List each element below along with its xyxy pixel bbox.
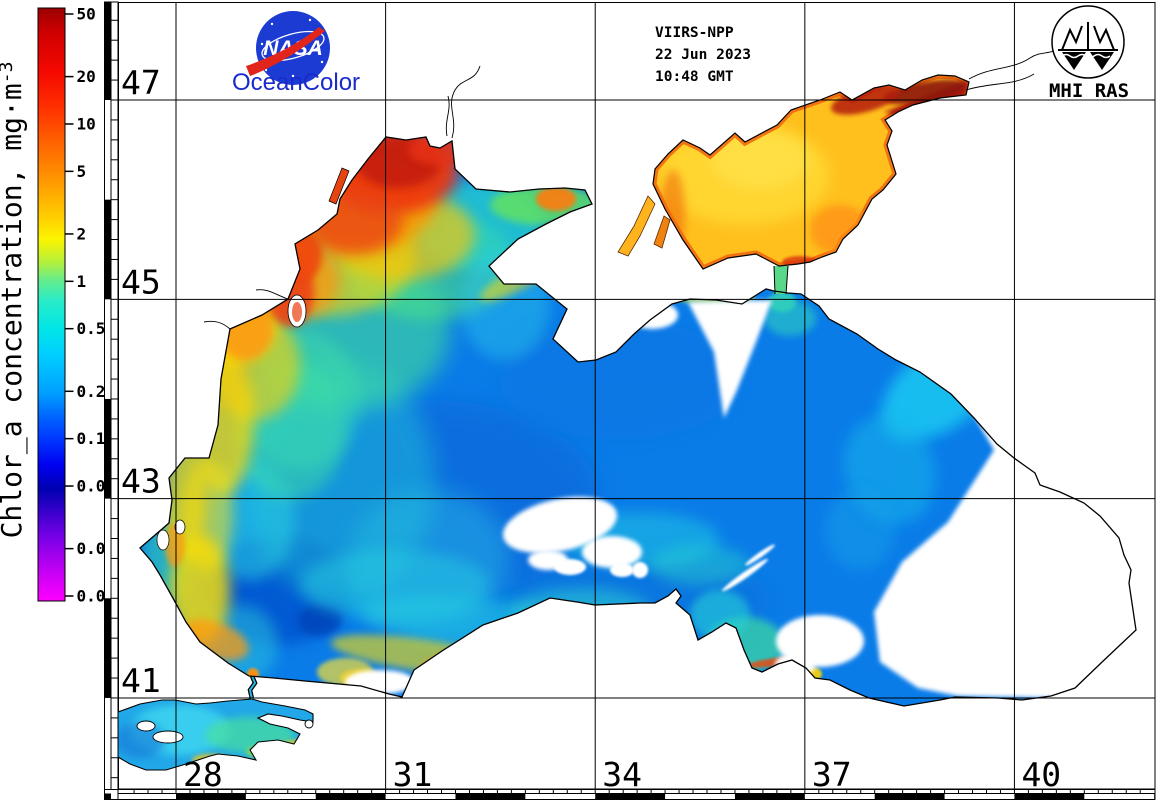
longitude-label: 28 [183, 755, 223, 794]
time-label: 10:48 GMT [655, 69, 734, 85]
colorbar-axis-label: Chlor_a concentration, mg·m-3 [0, 62, 29, 539]
date-label: 22 Jun 2023 [655, 47, 751, 63]
nasa-oceancolor-logo: NASA OceanColor [232, 11, 360, 96]
nasa-orbit-icon [261, 30, 325, 62]
colorbar-tick-label: 1 [77, 272, 87, 291]
colorbar-tick-label: 50 [77, 5, 96, 24]
mhi-emblem-icon [1058, 22, 1118, 51]
latitude-label: 47 [121, 63, 161, 102]
mhi-ras-label: MHI RAS [1049, 80, 1129, 102]
longitude-label: 34 [602, 755, 642, 794]
longitude-label: 37 [812, 755, 852, 794]
acquisition-info: VIIRS-NPP 22 Jun 2023 10:48 GMT [655, 25, 751, 85]
colorbar-tick-label: 20 [77, 67, 96, 86]
latitude-label: 45 [121, 262, 161, 301]
longitude-label: 40 [1021, 755, 1061, 794]
coastal-detail-lines [156, 45, 1061, 551]
longitude-label: 31 [393, 755, 433, 794]
colorbar-tick-label: 0.5 [77, 319, 106, 338]
latitude-label: 43 [121, 462, 161, 501]
latitude-label: 41 [121, 661, 161, 700]
bosphorus-strait [247, 671, 258, 700]
colorbar-gradient [37, 7, 66, 602]
colorbar-tick-label: 0.1 [77, 429, 106, 448]
chlorophyll-shading-black-sea [140, 137, 1136, 700]
oceancolor-label: OceanColor [232, 69, 360, 96]
colorbar-tick-label: 5 [77, 162, 87, 181]
sivash-lagoons [617, 195, 671, 257]
graticule: 28 31 34 37 40 47 45 43 41 [118, 2, 1155, 794]
nasa-swoosh-icon [246, 27, 325, 76]
kerch-strait [773, 265, 789, 295]
colorbar-tick-label: 2 [77, 224, 87, 243]
mhi-ras-logo: MHI RAS [1049, 5, 1129, 102]
sensor-label: VIIRS-NPP [655, 25, 734, 41]
colorbar-tick-label: 10 [77, 114, 96, 133]
border-rulers [104, 1, 1156, 800]
colorbar-tick-label: 0.2 [77, 382, 106, 401]
